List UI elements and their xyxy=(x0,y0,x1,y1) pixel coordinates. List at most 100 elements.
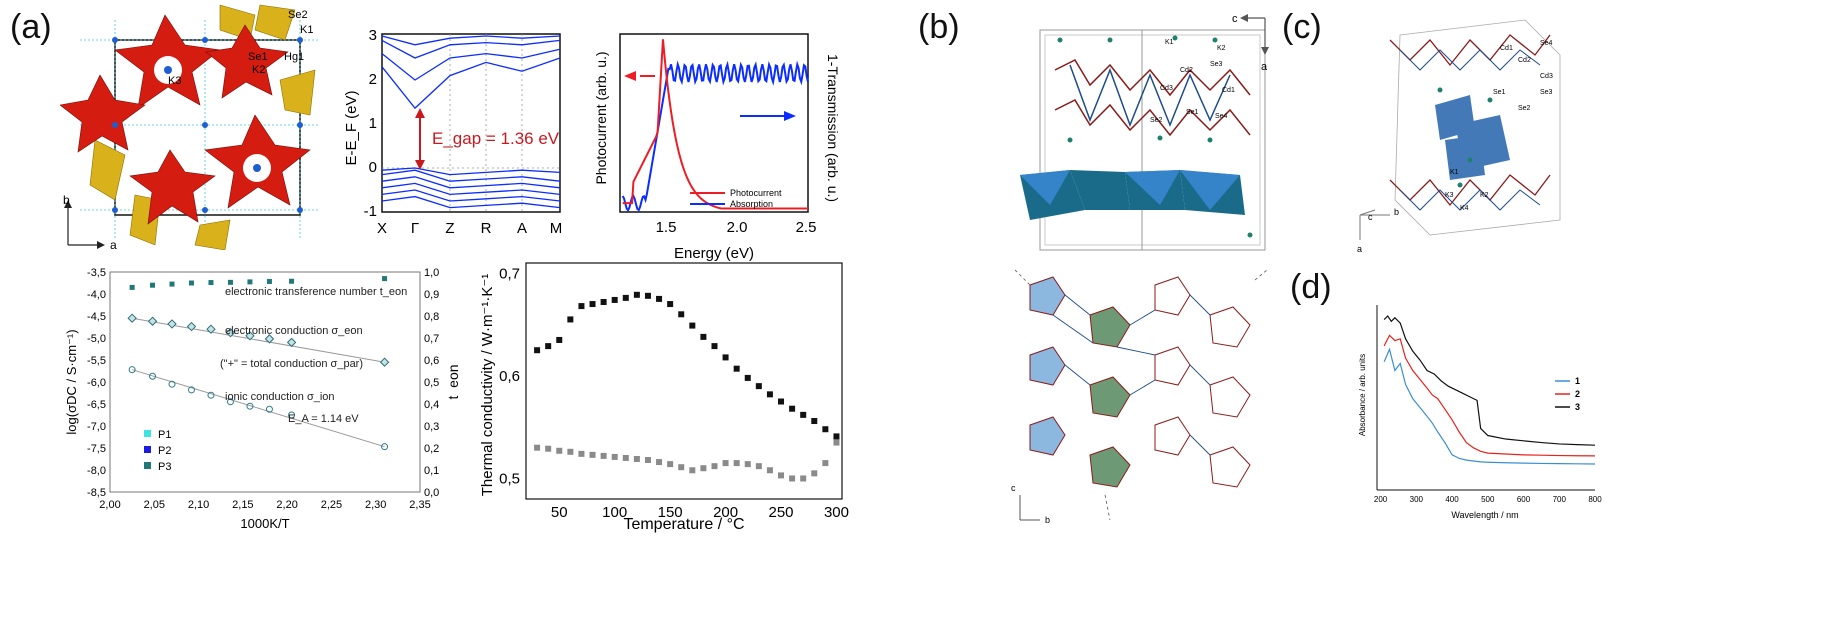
cond-ytick-left: -8,0 xyxy=(87,465,106,477)
thermal-xtick: 250 xyxy=(769,504,794,521)
panel-label-b: (b) xyxy=(918,8,960,46)
cond-ytick-left: -7,5 xyxy=(87,443,106,455)
b-axis-a: a xyxy=(1261,61,1268,73)
band-gap-annotation: E_gap = 1.36 eV xyxy=(432,129,560,148)
band-xtick-x: X xyxy=(377,220,387,237)
thermal-point xyxy=(811,418,818,425)
cond-ytick-left: -4,5 xyxy=(87,311,106,323)
band-structure-chart: E-E_F (eV) 3 2 1 0 -1 X Γ Z R A M E_gap … xyxy=(343,27,563,237)
thermal-chart: Thermal conductivity / W·m⁻¹·K⁻¹ 0,5 0,6 0… xyxy=(479,262,849,533)
thermal-point xyxy=(656,459,663,466)
band-line-6 xyxy=(381,57,561,110)
thermal-point xyxy=(778,398,785,405)
thermal-point xyxy=(822,460,829,467)
photo-xlabel: Energy (eV) xyxy=(674,245,754,262)
absorbance-line-1 xyxy=(1383,347,1596,465)
thermal-point xyxy=(611,453,618,460)
cond-ytick-right: 0,1 xyxy=(424,465,439,477)
abs-xtick: 700 xyxy=(1553,495,1567,504)
thermal-point xyxy=(744,461,751,468)
transference-point xyxy=(289,278,295,284)
axis-label-b: b xyxy=(63,193,70,207)
thermal-point xyxy=(733,460,740,467)
band-line-2 xyxy=(381,176,561,189)
transference-point xyxy=(382,276,388,282)
crystal-structure-b-top: K1 K2 Cd2 Se3 Cd3 Cd1 Se2 Se1 Se4 c a xyxy=(1020,13,1269,251)
band-line-1 xyxy=(381,169,561,182)
crystal-structure-a: Se2 K1 Se1 Hg1 K2 K3 b a xyxy=(60,4,320,250)
thermal-point xyxy=(556,336,563,343)
thermal-point xyxy=(722,460,729,467)
c-atom-se4: Se4 xyxy=(1540,40,1553,47)
atom-label-k2: K2 xyxy=(252,64,265,76)
ionic-point xyxy=(226,398,234,406)
axis-label-a: a xyxy=(110,238,117,250)
cond-annot-transference: electronic transference number t_eon xyxy=(225,286,407,298)
b-bottom-axis-c: c xyxy=(1011,483,1016,493)
thermal-point xyxy=(556,447,563,454)
b-atom-cd3: Cd3 xyxy=(1160,85,1173,92)
legend-1: 1 xyxy=(1575,376,1580,386)
thermal-point xyxy=(600,298,607,305)
cond-xtick: 2,35 xyxy=(409,499,430,511)
cond-ytick-left: -4,0 xyxy=(87,289,106,301)
thermal-point xyxy=(611,296,618,303)
thermal-point xyxy=(667,461,674,468)
absorbance-chart: Absorbance / arb. units 200 300 400 500 600 7… xyxy=(1358,305,1602,520)
electronic-point xyxy=(225,328,236,338)
panel-label-c: (c) xyxy=(1282,8,1322,46)
legend-p1: P1 xyxy=(158,429,171,441)
thermal-point xyxy=(678,464,685,471)
ionic-point xyxy=(187,386,195,394)
cond-annot-ionic: ionic conduction σ_ion xyxy=(225,391,335,403)
transference-point xyxy=(208,280,214,286)
thermal-xlabel: Temperature / °C xyxy=(623,516,744,533)
cond-xtick: 2,20 xyxy=(276,499,297,511)
band-xtick-z: Z xyxy=(445,220,454,237)
electronic-point xyxy=(127,313,137,323)
c-atom-se2: Se2 xyxy=(1518,105,1531,112)
cond-xtick: 2,30 xyxy=(365,499,386,511)
thermal-point xyxy=(755,463,762,470)
thermal-point xyxy=(600,452,607,459)
cond-ytick-right: 0,6 xyxy=(424,355,439,367)
band-ylabel: E-E_F (eV) xyxy=(343,90,360,165)
thermal-point xyxy=(811,470,818,477)
band-xtick-m: M xyxy=(550,220,563,237)
cond-xtick: 2,10 xyxy=(188,499,209,511)
legend-photocurrent: Photocurrent xyxy=(730,188,782,198)
electronic-point xyxy=(264,334,275,344)
thermal-point xyxy=(534,347,541,354)
thermal-point xyxy=(534,444,541,451)
legend-2: 2 xyxy=(1575,389,1580,399)
electronic-point xyxy=(186,321,197,332)
thermal-point xyxy=(700,465,707,472)
ionic-point xyxy=(128,366,136,374)
band-xtick-gamma: Γ xyxy=(411,220,419,237)
absorbance-line-2 xyxy=(1383,334,1596,457)
thermal-point xyxy=(589,301,596,308)
thermal-ytick: 0,5 xyxy=(499,470,520,487)
band-ytick-1: 1 xyxy=(369,115,377,132)
thermal-point xyxy=(744,374,751,381)
photocurrent-chart: Photocurrent (arb. u.) 1-Transmission (a… xyxy=(593,33,841,262)
cond-xtick: 2,15 xyxy=(232,499,253,511)
thermal-point xyxy=(711,343,718,350)
photocurrent-line xyxy=(622,39,808,210)
c-atom-k3: K3 xyxy=(1445,192,1454,199)
cond-xtick: 2,05 xyxy=(144,499,165,511)
cond-ytick-left: -5,0 xyxy=(87,333,106,345)
electronic-point xyxy=(167,319,177,329)
panel-label-a: (a) xyxy=(10,8,52,46)
ionic-point xyxy=(168,380,176,388)
c-atom-k1: K1 xyxy=(1450,169,1459,176)
transference-point xyxy=(227,279,233,285)
electronic-point xyxy=(379,357,390,367)
atom-label-hg1: Hg1 xyxy=(284,51,304,63)
cond-annot-ea: E_A = 1.14 eV xyxy=(288,413,359,425)
band-line-9 xyxy=(381,35,561,46)
thermal-point xyxy=(800,411,807,418)
atom-label-k1: K1 xyxy=(300,24,313,36)
c-atom-se3: Se3 xyxy=(1540,89,1553,96)
legend-p3: P3 xyxy=(158,461,171,473)
